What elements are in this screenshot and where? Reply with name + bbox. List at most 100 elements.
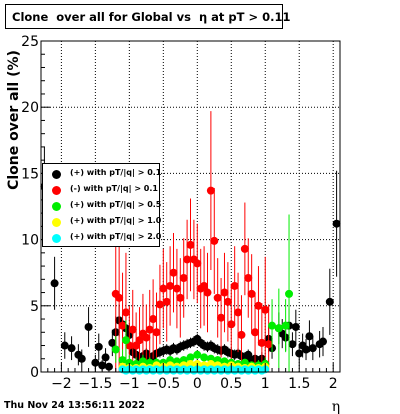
data-point (142, 333, 151, 342)
data-point (220, 288, 229, 297)
data-point (213, 293, 222, 302)
legend-item: (+) with pT/|q| > 0.5 (43, 198, 161, 214)
legend: (+) with pT/|q| > 0.1 (-) with pT/|q| > … (42, 163, 161, 247)
data-point (186, 353, 195, 362)
data-point (268, 321, 277, 330)
data-point (118, 356, 127, 365)
data-point (206, 186, 215, 195)
series-group (118, 365, 270, 375)
data-point (305, 332, 314, 341)
data-point (176, 293, 185, 302)
data-point (281, 321, 290, 330)
x-tick-label: 0 (193, 376, 202, 392)
legend-label: (+) with pT/|q| > 0.5 (70, 200, 162, 209)
data-point (84, 322, 93, 331)
data-point (98, 361, 107, 370)
data-point (111, 345, 120, 354)
legend-marker (52, 186, 61, 195)
data-point (94, 342, 103, 351)
y-tick-label: 0 (30, 365, 39, 381)
data-point (295, 349, 304, 358)
data-point (217, 313, 226, 322)
data-point (108, 338, 117, 347)
y-tick-label: 25 (21, 34, 39, 50)
data-point (186, 240, 195, 249)
data-point (254, 301, 263, 310)
x-tick-label: 2 (329, 376, 338, 392)
data-point (247, 289, 256, 298)
data-point (274, 324, 283, 333)
data-point (179, 273, 188, 282)
data-point (291, 322, 300, 331)
data-point (193, 350, 202, 359)
legend-label: (-) with pT/|q| > 0.1 (70, 184, 158, 193)
y-axis-label: Clone over all (%) (6, 50, 22, 190)
x-tick-label: 1.5 (288, 376, 310, 392)
data-point (118, 321, 127, 330)
data-point (115, 293, 124, 302)
y-tick-label: 15 (21, 166, 39, 182)
data-point (332, 219, 341, 228)
legend-label: (+) with pT/|q| > 1.0 (70, 216, 162, 225)
data-point (302, 345, 311, 354)
data-point (257, 338, 266, 347)
data-point (60, 341, 69, 350)
data-point (135, 336, 144, 345)
data-point (162, 297, 171, 306)
data-point (128, 325, 137, 334)
x-tick-label: −1 (119, 376, 140, 392)
data-point (121, 308, 130, 317)
legend-marker (52, 218, 61, 227)
data-point (91, 358, 100, 367)
data-point (223, 297, 232, 306)
data-point (244, 273, 253, 282)
legend-item: (+) with pT/|q| > 1.0 (43, 214, 161, 230)
data-point (237, 330, 246, 339)
y-tick-label: 5 (30, 299, 39, 315)
y-tick-label: 10 (21, 233, 39, 249)
series-group (111, 111, 273, 372)
x-tick-label: −1.5 (78, 376, 112, 392)
legend-item: (-) with pT/|q| > 0.1 (43, 182, 161, 198)
legend-label: (+) with pT/|q| > 0.1 (70, 168, 162, 177)
legend-marker (52, 170, 61, 179)
data-point (67, 344, 76, 353)
legend-marker (52, 202, 61, 211)
data-point (104, 362, 113, 371)
data-point (325, 297, 334, 306)
data-point (234, 308, 243, 317)
data-point (285, 289, 294, 298)
data-point (145, 325, 154, 334)
x-axis-label: η (332, 399, 340, 414)
data-point (121, 336, 130, 345)
timestamp: Thu Nov 24 13:56:11 2022 (4, 400, 145, 411)
data-point (308, 344, 317, 353)
data-point (227, 320, 236, 329)
data-point (169, 268, 178, 277)
legend-item: (+) with pT/|q| > 2.0 (43, 230, 161, 246)
legend-marker (52, 234, 61, 243)
data-point (200, 281, 209, 290)
chart-title: Clone over all for Global vs η at pT > 0… (5, 4, 291, 29)
data-point (203, 288, 212, 297)
data-point (288, 340, 297, 349)
data-point (251, 328, 260, 337)
x-tick-label: −0.5 (146, 376, 180, 392)
data-point (319, 337, 328, 346)
data-point (149, 315, 158, 324)
data-point (159, 284, 168, 293)
data-point (166, 281, 175, 290)
data-point (50, 279, 59, 288)
y-tick-label: 20 (21, 100, 39, 116)
data-point (210, 236, 219, 245)
data-point (152, 328, 161, 337)
data-point (77, 354, 86, 363)
x-tick-label: −2 (51, 376, 72, 392)
data-point (261, 305, 270, 314)
x-tick-label: 0.5 (220, 376, 242, 392)
legend-item: (+) with pT/|q| > 0.1 (43, 166, 161, 182)
data-point (230, 281, 239, 290)
data-point (172, 284, 181, 293)
